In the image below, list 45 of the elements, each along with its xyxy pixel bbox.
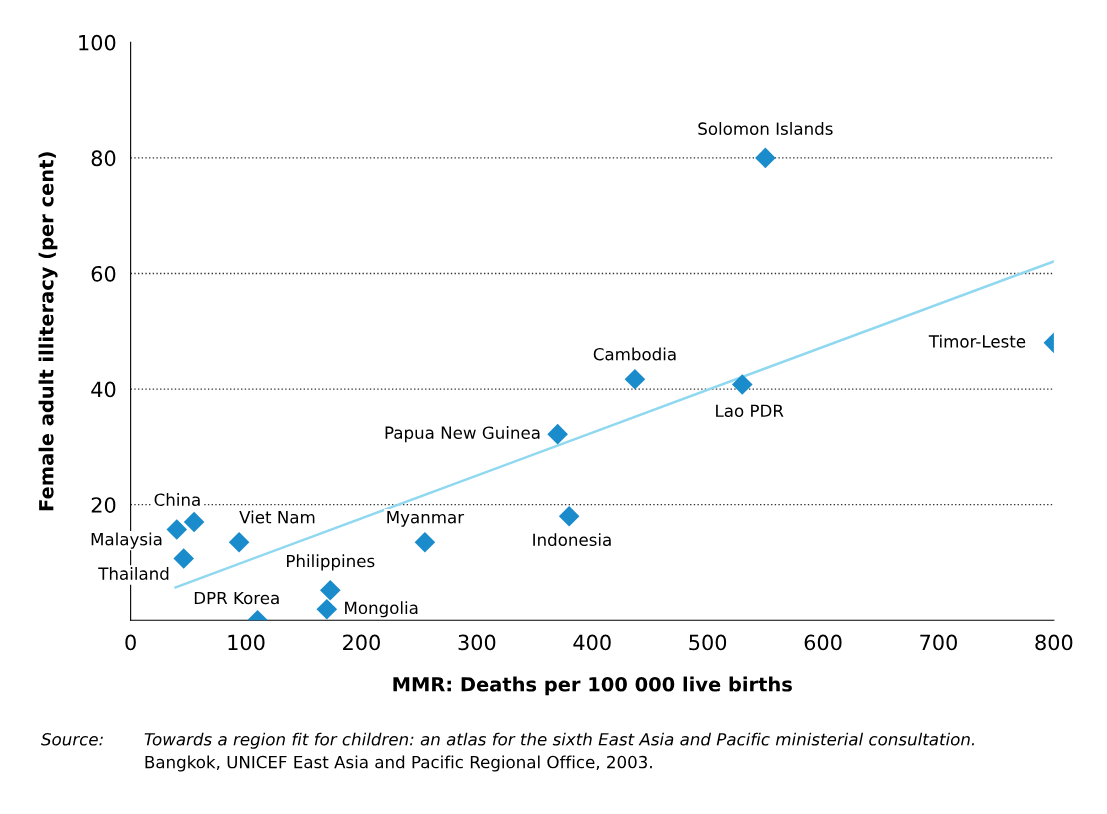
annotation: China xyxy=(154,493,200,507)
x-tick-label: 100 xyxy=(228,634,265,651)
y-tick-label: 100 xyxy=(79,34,116,51)
x-tick-label: 400 xyxy=(573,634,611,651)
x-axis-title: MMR: Deaths per 100 000 live births xyxy=(393,676,792,696)
annotation: Cambodia xyxy=(593,347,676,361)
point xyxy=(316,598,338,620)
point xyxy=(547,423,568,445)
text: Bangkok, UNICEF East Asia and Pacific Regional Office, 2003. xyxy=(145,755,652,772)
x-tick-label: 200 xyxy=(343,634,380,651)
point xyxy=(183,511,205,533)
y-tick-label: 20 xyxy=(91,497,116,513)
annotation: Timor-Leste xyxy=(928,334,1026,348)
annotation: Myanmar xyxy=(387,511,465,527)
y-tick-label: 80 xyxy=(91,150,116,167)
x-tick-label: 0 xyxy=(125,634,136,651)
annotation: Malaysia xyxy=(91,532,162,549)
annotation: Viet Nam xyxy=(239,510,315,524)
x-tick-label: 800 xyxy=(1035,634,1073,651)
annotation: DPR Korea xyxy=(194,591,279,605)
x-tick-label: 600 xyxy=(804,634,842,651)
annotation: Philippines xyxy=(287,554,375,571)
annotation: Thailand xyxy=(98,567,169,580)
point xyxy=(558,505,580,527)
y-tick-label: 60 xyxy=(91,265,116,282)
annotation: Solomon Islands xyxy=(698,122,833,135)
point xyxy=(319,579,341,601)
annotation: Papua New Guinea xyxy=(385,426,540,443)
point xyxy=(414,531,436,553)
annotation: Mongolia xyxy=(345,601,418,618)
x-tick-label: 700 xyxy=(920,634,957,651)
x-tick-label: 300 xyxy=(458,634,496,651)
annotation: Indonesia xyxy=(533,533,611,547)
text: Towards a region fit for children: an atlas for the sixth East Asia and Pacific ministerial consultation. xyxy=(144,732,975,749)
point xyxy=(228,531,250,553)
y-axis-title: Female adult illiteracy (per cent) xyxy=(38,152,58,511)
point xyxy=(624,368,646,390)
y-tick-label: 40 xyxy=(91,381,116,398)
point xyxy=(731,374,753,395)
point xyxy=(173,548,195,569)
point xyxy=(166,519,188,540)
annotation: Lao PDR xyxy=(716,404,784,418)
point xyxy=(755,147,776,169)
x-tick-label: 500 xyxy=(689,634,727,651)
source-note: Source: xyxy=(41,732,103,746)
